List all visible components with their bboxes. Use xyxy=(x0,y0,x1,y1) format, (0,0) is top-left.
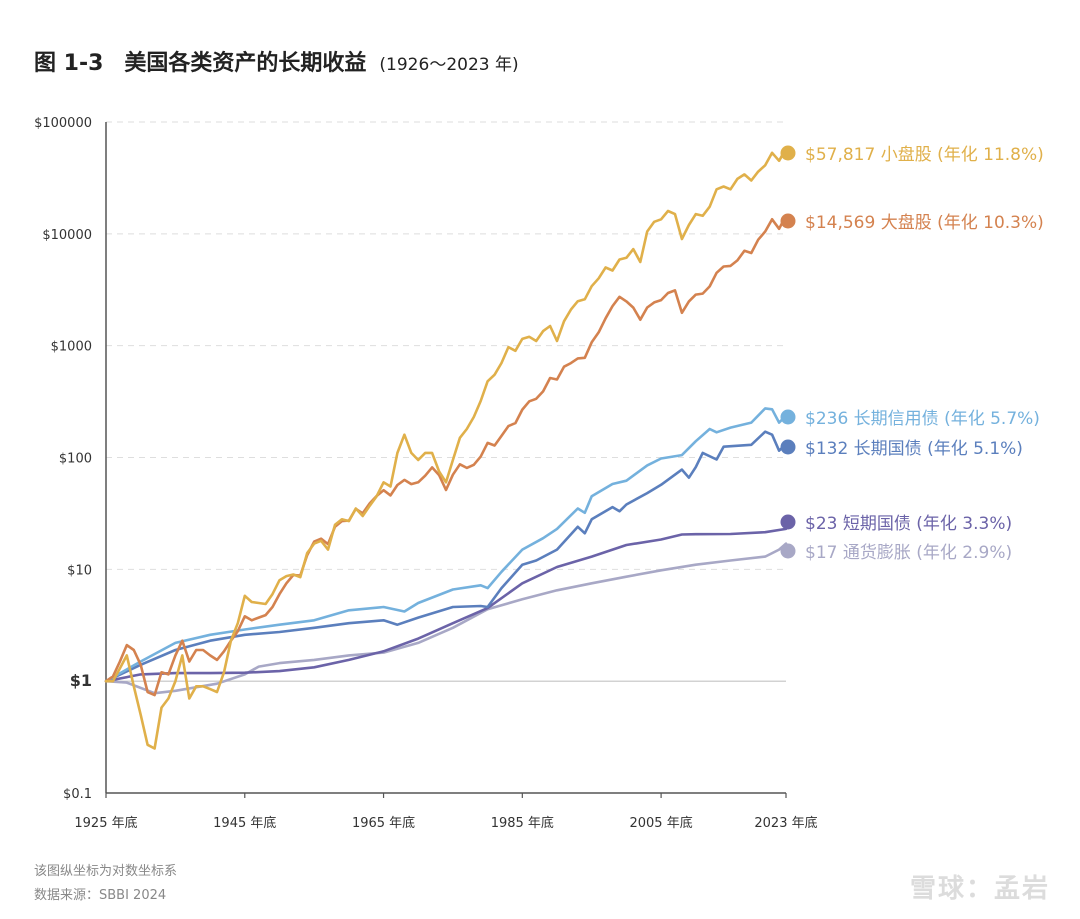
end-label: $17 通货膨胀 (年化 2.9%) xyxy=(805,543,1012,563)
footnote-log-scale: 该图纵坐标为对数坐标系 xyxy=(34,864,178,879)
x-tick-label: 1945 年底 xyxy=(213,815,276,831)
end-label: $57,817 小盘股 (年化 11.8%) xyxy=(805,145,1044,165)
figure-title: 图 1-3 美国各类资产的长期收益 (1926～2023 年) xyxy=(34,50,519,76)
y-tick-label: $100000 xyxy=(34,116,92,131)
end-labels: $57,817 小盘股 (年化 11.8%) $14,569 大盘股 (年化 10… xyxy=(780,145,1044,563)
title-subtitle: (1926～2023 年) xyxy=(379,55,518,75)
figure-number: 图 1-3 xyxy=(34,51,103,76)
x-axis: 1925 年底 1945 年底 1965 年底 1985 年底 2005 年底 2023 … xyxy=(74,792,818,831)
x-tick-label: 2005 年底 xyxy=(629,815,692,831)
brand-watermark: 雪球：孟岩 xyxy=(909,874,1050,904)
grid-lines xyxy=(106,121,786,682)
end-label: $236 长期信用债 (年化 5.7%) xyxy=(805,409,1040,429)
series-line-通货膨胀 xyxy=(104,542,788,695)
x-tick-label: 1925 年底 xyxy=(74,815,137,831)
series-line-大盘股 xyxy=(104,214,788,697)
series-lines xyxy=(104,147,788,750)
end-marker xyxy=(780,439,796,455)
end-label: $23 短期国债 (年化 3.3%) xyxy=(805,514,1012,534)
x-tick-label: 1985 年底 xyxy=(491,815,554,831)
series-line-长期信用债 xyxy=(104,407,788,683)
y-axis: $0.1 $1 $10 $100 $1000 $10000 $100000 xyxy=(34,116,107,802)
end-label: $14,569 大盘股 (年化 10.3%) xyxy=(805,213,1044,233)
series-line-长期国债 xyxy=(104,430,788,683)
y-tick-label: $1000 xyxy=(51,340,92,355)
y-tick-label: $10 xyxy=(67,563,92,578)
end-marker xyxy=(780,514,796,530)
title-text: 美国各类资产的长期收益 xyxy=(124,50,366,76)
end-marker xyxy=(780,409,796,425)
y-tick-label: $100 xyxy=(59,452,92,467)
y-tick-label: $0.1 xyxy=(63,787,92,802)
end-marker xyxy=(780,145,796,161)
end-label: $132 长期国债 (年化 5.1%) xyxy=(805,439,1023,459)
x-tick-label: 1965 年底 xyxy=(352,815,415,831)
series-line-小盘股 xyxy=(104,147,788,750)
footnote-source: 数据来源：SBBI 2024 xyxy=(34,888,167,903)
end-marker xyxy=(780,213,796,229)
x-tick-label: 2023 年底 xyxy=(754,815,817,831)
y-tick-label: $10000 xyxy=(42,228,92,243)
series-line-短期国债 xyxy=(104,527,788,683)
y-tick-label: $1 xyxy=(70,671,92,690)
end-marker xyxy=(780,543,796,559)
